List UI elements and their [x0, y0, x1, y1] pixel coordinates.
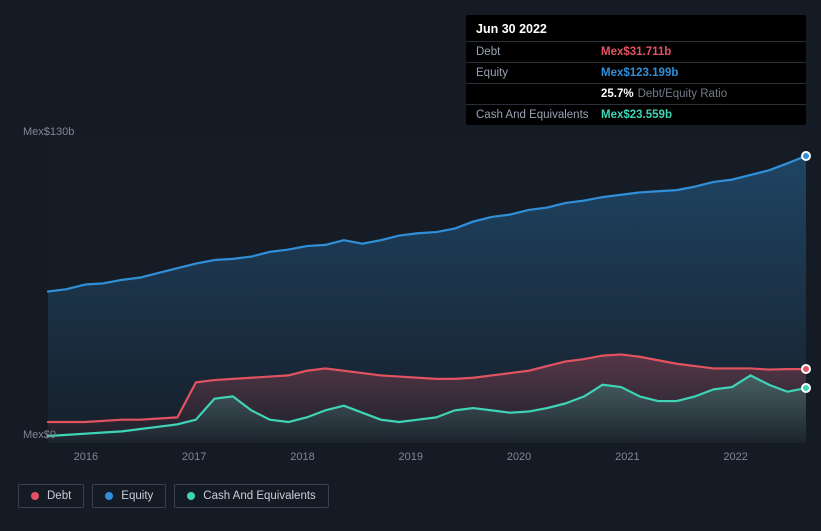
- legend-label: Cash And Equivalents: [203, 490, 316, 502]
- series-end-dot: [801, 151, 811, 161]
- x-axis-label: 2017: [182, 451, 206, 463]
- series-end-dot: [801, 364, 811, 374]
- tooltip-date: Jun 30 2022: [466, 15, 806, 41]
- legend-item-cash[interactable]: Cash And Equivalents: [174, 484, 329, 508]
- legend-label: Debt: [47, 490, 71, 502]
- tooltip-row: Cash And EquivalentsMex$23.559b: [466, 104, 806, 125]
- tooltip-row-label: Cash And Equivalents: [476, 109, 601, 121]
- x-axis-label: 2021: [615, 451, 639, 463]
- tooltip-row: EquityMex$123.199b: [466, 62, 806, 83]
- y-axis-label-max: Mex$130b: [23, 126, 74, 138]
- legend-swatch-cash: [187, 492, 195, 500]
- tooltip-row-label: Equity: [476, 67, 601, 79]
- tooltip-row-value: Mex$31.711b: [601, 46, 671, 58]
- legend-swatch-equity: [105, 492, 113, 500]
- tooltip-row-extra: Debt/Equity Ratio: [638, 88, 728, 100]
- x-axis-label: 2016: [74, 451, 98, 463]
- tooltip-row-label: Debt: [476, 46, 601, 58]
- tooltip-row-label: [476, 88, 601, 100]
- tooltip-row: DebtMex$31.711b: [466, 41, 806, 62]
- financial-chart: Mex$130b Mex$0 2016 2017 2018 2019 2020 2021 2…: [0, 0, 821, 526]
- x-axis-label: 2020: [507, 451, 531, 463]
- legend-label: Equity: [121, 490, 153, 502]
- chart-tooltip: Jun 30 2022 DebtMex$31.711bEquityMex$123…: [466, 15, 806, 125]
- tooltip-row-value: 25.7%Debt/Equity Ratio: [601, 88, 727, 100]
- tooltip-row-value: Mex$23.559b: [601, 109, 672, 121]
- x-axis-label: 2022: [723, 451, 747, 463]
- tooltip-row-value: Mex$123.199b: [601, 67, 678, 79]
- legend-swatch-debt: [31, 492, 39, 500]
- x-axis-label: 2018: [290, 451, 314, 463]
- tooltip-row: 25.7%Debt/Equity Ratio: [466, 83, 806, 104]
- chart-legend: Debt Equity Cash And Equivalents: [18, 484, 329, 508]
- y-axis-label-min: Mex$0: [23, 429, 56, 441]
- series-end-dot: [801, 383, 811, 393]
- legend-item-debt[interactable]: Debt: [18, 484, 84, 508]
- legend-item-equity[interactable]: Equity: [92, 484, 166, 508]
- x-axis-label: 2019: [399, 451, 423, 463]
